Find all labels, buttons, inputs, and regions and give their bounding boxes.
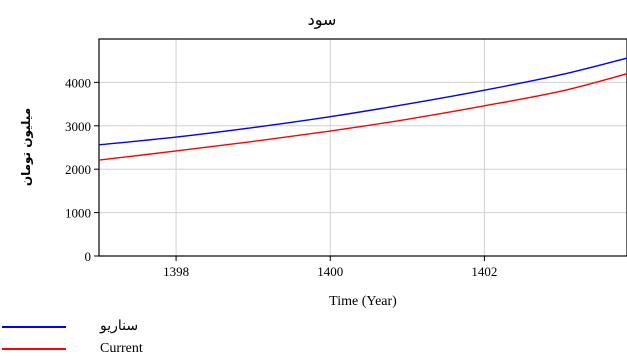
series-line-1 — [98, 73, 627, 161]
legend-item-0: سناریو — [0, 318, 300, 336]
plot-frame — [98, 38, 627, 257]
legend-item-1: Current — [0, 340, 300, 358]
y-axis: 0 1000 2000 3000 4000 — [65, 75, 99, 264]
x-tick-label: 1400 — [317, 264, 343, 279]
series-line-0 — [98, 57, 627, 146]
x-axis: 1398 1400 1402 — [163, 256, 497, 279]
x-axis-label: Time (Year) — [329, 294, 397, 309]
y-tick-label: 0 — [85, 249, 92, 264]
y-tick-label: 2000 — [65, 162, 91, 177]
y-axis-label: میلیون تومان — [19, 108, 34, 186]
x-tick-label: 1402 — [471, 264, 497, 279]
legend-swatch-1 — [2, 348, 66, 350]
grid — [99, 39, 627, 256]
y-tick-label: 4000 — [65, 75, 91, 90]
y-tick-label: 3000 — [65, 119, 91, 134]
series-lines — [98, 57, 627, 161]
chart-title: سود — [308, 10, 337, 30]
legend-label-0: سناریو — [100, 319, 139, 334]
y-tick-label: 1000 — [65, 206, 91, 221]
x-tick-label: 1398 — [163, 264, 189, 279]
legend-label-1: Current — [100, 341, 143, 356]
legend-swatch-0 — [2, 326, 66, 328]
